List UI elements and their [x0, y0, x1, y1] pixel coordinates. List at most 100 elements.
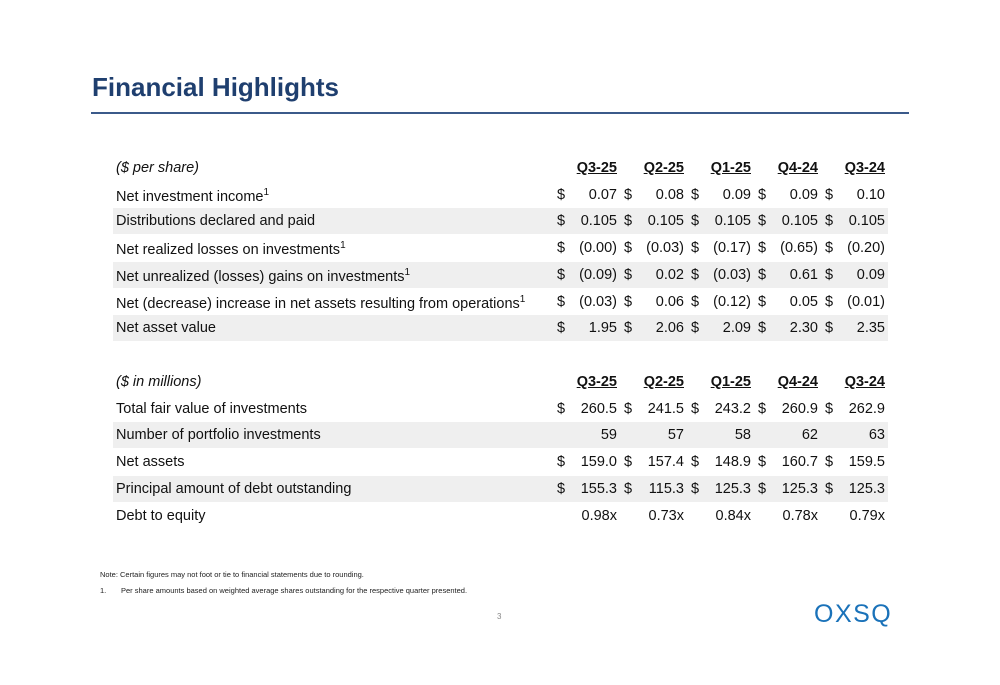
- currency-sign: $: [624, 320, 633, 337]
- cell-value: 0.105: [848, 213, 885, 230]
- currency-sign: $: [557, 454, 566, 471]
- cell-value: (0.12): [713, 293, 751, 310]
- table-cell: $ (0.03): [622, 240, 684, 258]
- row-label: Total fair value of investments: [116, 401, 307, 417]
- currency-sign: $: [758, 266, 767, 283]
- currency-sign: $: [825, 480, 834, 497]
- cell-value: 2.09: [722, 320, 751, 337]
- cell-value: (0.09): [579, 266, 617, 283]
- column-header: Q3-24: [844, 374, 885, 390]
- currency-sign: $: [691, 186, 700, 203]
- cell-value: 0.105: [781, 213, 818, 230]
- currency-sign: $: [825, 186, 834, 203]
- title: Financial Highlights: [92, 72, 340, 102]
- cell-value: 148.9: [714, 454, 751, 471]
- currency-sign: $: [557, 240, 566, 257]
- logo: OXSQ: [814, 600, 893, 628]
- currency-sign: $: [825, 266, 834, 283]
- currency-sign: $: [758, 454, 767, 471]
- currency-sign: $: [691, 320, 700, 337]
- currency-sign: $: [825, 400, 834, 417]
- currency-sign: $: [624, 400, 633, 417]
- table-caption: ($ in millions): [116, 374, 202, 390]
- column-header: Q1-25: [710, 374, 751, 390]
- table-cell: $260.9: [756, 401, 818, 419]
- cell-value: (0.65): [780, 240, 818, 257]
- table-cell: $0.105: [823, 213, 885, 231]
- cell-value: 0.10: [856, 186, 885, 203]
- table-row: Net (decrease) increase in net assets re…: [113, 289, 888, 315]
- table-cell: 63: [823, 427, 885, 445]
- cell-value: 2.35: [856, 320, 885, 337]
- cell-value: 0.105: [714, 213, 751, 230]
- table-cell: 0.84x: [689, 508, 751, 526]
- cell-value: 57: [667, 427, 684, 444]
- table-cell: $ (0.03): [689, 267, 751, 285]
- row-label: Net asset value: [116, 320, 216, 336]
- currency-sign: $: [825, 293, 834, 310]
- currency-sign: $: [557, 266, 566, 283]
- currency-sign: $: [758, 480, 767, 497]
- cell-value: 155.3: [580, 480, 617, 497]
- table-cell: 0.98x: [555, 508, 617, 526]
- cell-value: 0.06: [655, 293, 684, 310]
- cell-value: 58: [734, 427, 751, 444]
- row-label: Net (decrease) increase in net assets re…: [116, 294, 525, 312]
- cell-value: 115.3: [648, 480, 684, 497]
- currency-sign: $: [557, 293, 566, 310]
- cell-value: 0.09: [856, 266, 885, 283]
- row-label: Net realized losses on investments1: [116, 240, 346, 258]
- table-cell: $ (0.09): [555, 267, 617, 285]
- row-label-text: Net realized losses on investments: [116, 241, 341, 258]
- table-cell: $0.105: [689, 213, 751, 231]
- table-cell: $0.02: [622, 267, 684, 285]
- table-cell: $ (0.01): [823, 294, 885, 312]
- table-cell: $157.4: [622, 454, 684, 472]
- cell-value: 2.30: [789, 320, 818, 337]
- table-row: Net unrealized (losses) gains on investm…: [113, 261, 888, 288]
- cell-value: 62: [801, 427, 818, 444]
- cell-value: 157.4: [647, 454, 684, 471]
- table-cell: $125.3: [689, 481, 751, 499]
- cell-value: (0.20): [847, 240, 885, 257]
- cell-value: 125.3: [714, 480, 751, 497]
- row-label-text: Debt to equity: [116, 507, 206, 524]
- cell-value: 63: [868, 427, 885, 444]
- footnote-marker: 1: [263, 186, 270, 198]
- column-header: Q3-25: [576, 374, 617, 390]
- row-label-text: Principal amount of debt outstanding: [116, 480, 352, 497]
- table-row: Total fair value of investments $260.5 $24…: [113, 396, 888, 422]
- currency-sign: $: [758, 400, 767, 417]
- column-header: Q1-25: [710, 160, 751, 176]
- table-row: Net assets $159.0 $157.4 $148.9 $160.7 $159.5: [113, 449, 888, 475]
- cell-value: 0.105: [647, 213, 684, 230]
- table-cell: $125.3: [756, 481, 818, 499]
- table-cell: $0.09: [689, 187, 751, 205]
- cell-value: 0.73x: [648, 507, 684, 524]
- cell-value: 0.09: [789, 186, 818, 203]
- cell-value: 243.2: [714, 400, 751, 417]
- cell-value: (0.17): [713, 240, 751, 257]
- cell-value: (0.03): [646, 240, 684, 257]
- currency-sign: $: [825, 213, 834, 230]
- table-cell: $0.08: [622, 187, 684, 205]
- row-label-text: Net asset value: [116, 320, 216, 337]
- row-label: Distributions declared and paid: [116, 213, 315, 229]
- currency-sign: $: [691, 480, 700, 497]
- currency-sign: $: [624, 266, 633, 283]
- cell-value: 260.9: [781, 400, 818, 417]
- table-cell: $0.09: [823, 267, 885, 285]
- cell-value: 159.0: [580, 454, 617, 471]
- table-cell: $0.105: [622, 213, 684, 231]
- cell-value: (0.01): [847, 293, 885, 310]
- row-label: Debt to equity: [116, 508, 205, 524]
- table-cell: 59: [555, 427, 617, 445]
- currency-sign: $: [624, 213, 633, 230]
- currency-sign: $: [624, 293, 633, 310]
- cell-value: (0.03): [713, 266, 751, 283]
- cell-value: 0.05: [789, 293, 818, 310]
- row-label: Net investment income1: [116, 187, 269, 205]
- cell-value: 0.09: [722, 186, 751, 203]
- table-cell: $ (0.03): [555, 294, 617, 312]
- table-cell: $125.3: [823, 481, 885, 499]
